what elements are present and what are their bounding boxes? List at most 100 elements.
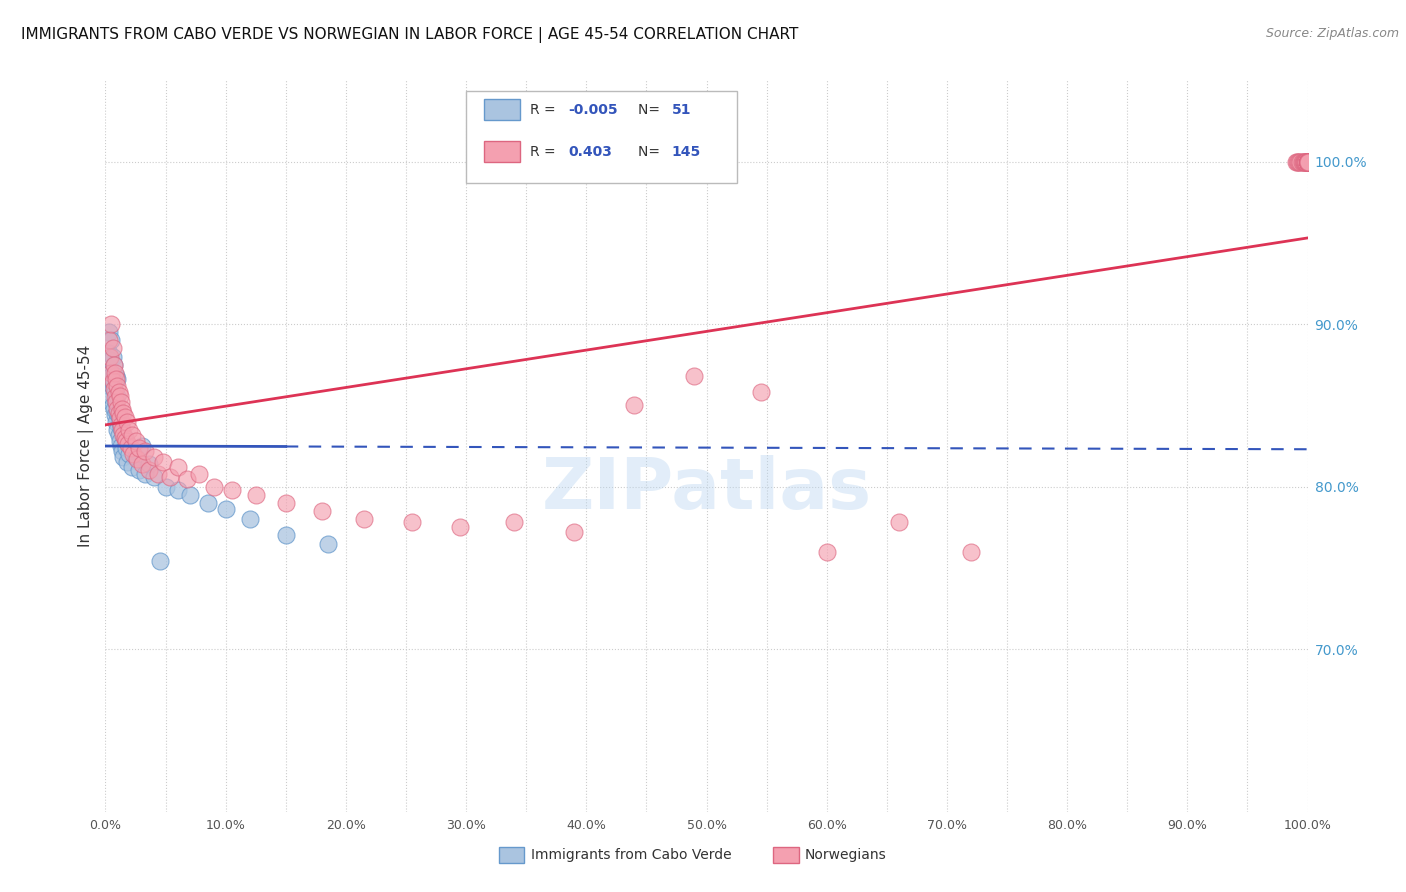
Point [1296, 154, 1319, 169]
Point [98, 334, 121, 348]
Point [108, 389, 131, 403]
Point [887, 516, 910, 530]
Point [115, 434, 138, 449]
Point [1296, 154, 1319, 169]
Point [239, 512, 262, 526]
Point [98, 379, 121, 393]
Point [214, 502, 236, 516]
Point [104, 366, 127, 380]
Text: 0.403: 0.403 [568, 145, 612, 159]
Point [128, 463, 150, 477]
Point [1296, 154, 1319, 169]
Point [188, 467, 211, 481]
Point [1296, 154, 1319, 169]
Point [107, 389, 129, 403]
Point [1296, 154, 1319, 169]
Point [98, 366, 121, 380]
Point [104, 390, 127, 404]
Point [110, 439, 132, 453]
Point [101, 376, 124, 390]
Point [108, 411, 131, 425]
Point [121, 427, 143, 442]
Point [138, 457, 160, 471]
Point [98, 350, 121, 364]
Point [125, 452, 148, 467]
Point [120, 441, 142, 455]
Point [1296, 154, 1319, 169]
Point [100, 389, 122, 403]
Point [1296, 154, 1319, 169]
Point [108, 415, 131, 429]
Point [107, 379, 129, 393]
Point [1296, 154, 1319, 169]
Point [1296, 154, 1319, 169]
Point [118, 447, 141, 461]
Point [1296, 154, 1319, 169]
Point [1294, 154, 1316, 169]
Point [105, 415, 128, 429]
Point [1296, 154, 1319, 169]
Point [1296, 154, 1319, 169]
Text: -0.005: -0.005 [568, 103, 617, 117]
Point [148, 467, 170, 481]
Point [107, 423, 129, 437]
Y-axis label: In Labor Force | Age 45-54: In Labor Force | Age 45-54 [79, 345, 94, 547]
Point [1296, 154, 1319, 169]
Point [1296, 154, 1319, 169]
Point [152, 455, 174, 469]
Point [274, 496, 297, 510]
Point [1296, 154, 1319, 169]
Point [1296, 154, 1319, 169]
Point [1296, 154, 1319, 169]
Text: 145: 145 [672, 145, 702, 159]
Text: R =: R = [530, 145, 560, 159]
Point [1296, 154, 1319, 169]
Point [142, 470, 165, 484]
Text: Immigrants from Cabo Verde: Immigrants from Cabo Verde [531, 848, 733, 863]
Text: N=: N= [638, 145, 665, 159]
Point [245, 488, 267, 502]
Point [134, 467, 156, 481]
Point [353, 512, 375, 526]
Point [1296, 154, 1319, 169]
Point [1292, 154, 1315, 169]
Point [1296, 154, 1319, 169]
Point [1296, 154, 1319, 169]
Point [1296, 154, 1319, 169]
Point [107, 372, 129, 386]
Point [1296, 154, 1319, 169]
Point [1285, 154, 1308, 169]
Point [221, 483, 243, 497]
Point [1296, 154, 1319, 169]
Point [114, 431, 136, 445]
Point [103, 358, 125, 372]
Point [401, 516, 423, 530]
Point [202, 480, 225, 494]
Point [1296, 154, 1319, 169]
Point [316, 536, 339, 550]
Point [1296, 154, 1319, 169]
Point [176, 471, 198, 485]
Point [103, 382, 125, 396]
Point [100, 334, 122, 348]
Point [112, 407, 135, 421]
Point [166, 483, 188, 497]
Point [1296, 154, 1319, 169]
Point [960, 544, 983, 558]
Point [110, 417, 132, 432]
Point [1296, 154, 1319, 169]
Point [1296, 154, 1319, 169]
Point [1296, 154, 1319, 169]
Text: N=: N= [638, 103, 665, 117]
Point [1296, 154, 1319, 169]
Point [1296, 154, 1319, 169]
Point [1294, 154, 1316, 169]
Point [131, 457, 153, 471]
Point [118, 423, 141, 437]
Point [103, 358, 125, 372]
Point [98, 352, 121, 367]
Point [1296, 154, 1319, 169]
Point [1296, 154, 1319, 169]
Point [107, 385, 129, 400]
Point [1296, 154, 1319, 169]
